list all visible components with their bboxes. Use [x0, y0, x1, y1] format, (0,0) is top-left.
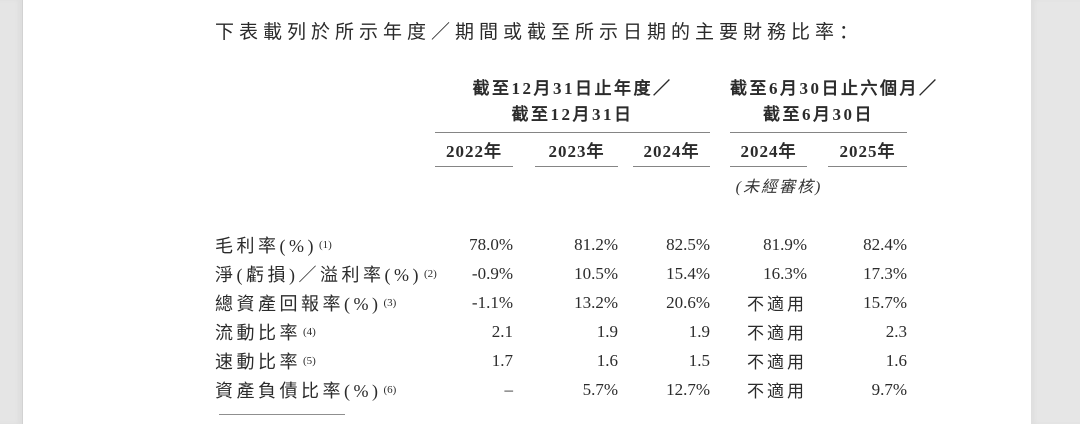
table-cell: 13.2% [574, 292, 618, 312]
table-cell: 17.3% [863, 263, 907, 283]
year-header-2025: 2025年 [828, 133, 907, 167]
table-cell: 不適用 [747, 324, 807, 343]
table-cell: 81.2% [574, 234, 618, 254]
header-spacer [215, 76, 435, 133]
group1-line1: 截至12月31日止年度／ [472, 79, 673, 98]
table-cell: 1.9 [688, 321, 710, 341]
table-cell: 1.6 [885, 350, 907, 370]
row-label-gearing-ratio: 資產負債比率(%) (6) [215, 380, 397, 401]
footnote-marker: (1) [318, 238, 332, 251]
table-cell: 10.5% [574, 263, 618, 283]
header-spacer [828, 167, 907, 197]
row-label-current-ratio: 流動比率 (4) [215, 322, 316, 343]
footnote-divider [219, 414, 345, 415]
column-group-six-months-jun30: 截至6月30日止六個月／ 截至6月30日 [730, 76, 939, 133]
left-gutter [0, 0, 23, 424]
table-cell: 12.7% [666, 379, 710, 399]
table-cell: 1.7 [491, 350, 513, 370]
table-cell: – [504, 379, 514, 399]
year-header-2024: 2024年 [633, 133, 730, 167]
table-cell: 82.5% [666, 234, 710, 254]
row-label-gross-margin: 毛利率(%) (1) [215, 235, 332, 256]
group2-line1: 截至6月30日止六個月／ [730, 79, 939, 98]
table-cell: 1.5 [688, 350, 710, 370]
table-cell: 82.4% [863, 234, 907, 254]
row-label-return-on-assets: 總資產回報率(%) (3) [215, 293, 397, 314]
table-intro-text: 下表載列於所示年度／期間或截至所示日期的主要財務比率： [215, 22, 864, 43]
year-header-2023: 2023年 [535, 133, 633, 167]
table-cell: 5.7% [582, 379, 618, 399]
table-cell: 1.6 [596, 350, 618, 370]
unaudited-note: (未經審核) [735, 179, 823, 196]
row-label-net-profit-margin: 淨(虧損)／溢利率(%) (2) [215, 264, 437, 285]
table-cell: -1.1% [471, 292, 513, 312]
footnote-marker: (4) [303, 325, 316, 338]
table-cell: 2.3 [885, 321, 907, 341]
footnote-marker: (2) [423, 267, 437, 280]
table-cell: 2.1 [491, 321, 513, 341]
column-group-label: 截至6月30日止六個月／ 截至6月30日 [730, 76, 939, 133]
table-cell: 不適用 [747, 353, 807, 372]
table-cell: 15.4% [666, 263, 710, 283]
table-cell: 15.7% [863, 292, 907, 312]
table-cell: 81.9% [763, 234, 807, 254]
footnote-marker: (3) [383, 296, 397, 309]
table-spacer [215, 197, 907, 230]
table-cell: 1.9 [596, 321, 618, 341]
table-cell: 不適用 [747, 295, 807, 314]
year-header-2022: 2022年 [435, 133, 535, 167]
footnote-marker: (5) [303, 354, 316, 367]
table-cell: 78.0% [469, 234, 513, 254]
table-cell: -0.9% [471, 263, 513, 283]
group1-line2: 截至12月31日 [511, 105, 634, 124]
table-cell: 16.3% [763, 263, 807, 283]
table-cell: 20.6% [666, 292, 710, 312]
page-content: 下表載列於所示年度／期間或截至所示日期的主要財務比率： 截至12月31日止年度／… [23, 0, 1031, 424]
column-group-label: 截至12月31日止年度／ 截至12月31日 [435, 76, 710, 133]
header-spacer [215, 133, 435, 167]
footnote-marker: (6) [383, 383, 397, 396]
row-label-quick-ratio: 速動比率 (5) [215, 351, 316, 372]
column-group-year-ended-dec31: 截至12月31日止年度／ 截至12月31日 [435, 76, 730, 133]
year-header-2024-interim: 2024年 [730, 133, 828, 167]
financial-ratios-table: 截至12月31日止年度／ 截至12月31日 截至6月30日止六個月／ 截至6月3… [215, 76, 939, 404]
table-cell: 9.7% [871, 379, 907, 399]
right-gutter [1030, 0, 1080, 424]
table-cell: 不適用 [747, 382, 807, 401]
group2-line2: 截至6月30日 [763, 105, 874, 124]
header-spacer [215, 167, 730, 197]
